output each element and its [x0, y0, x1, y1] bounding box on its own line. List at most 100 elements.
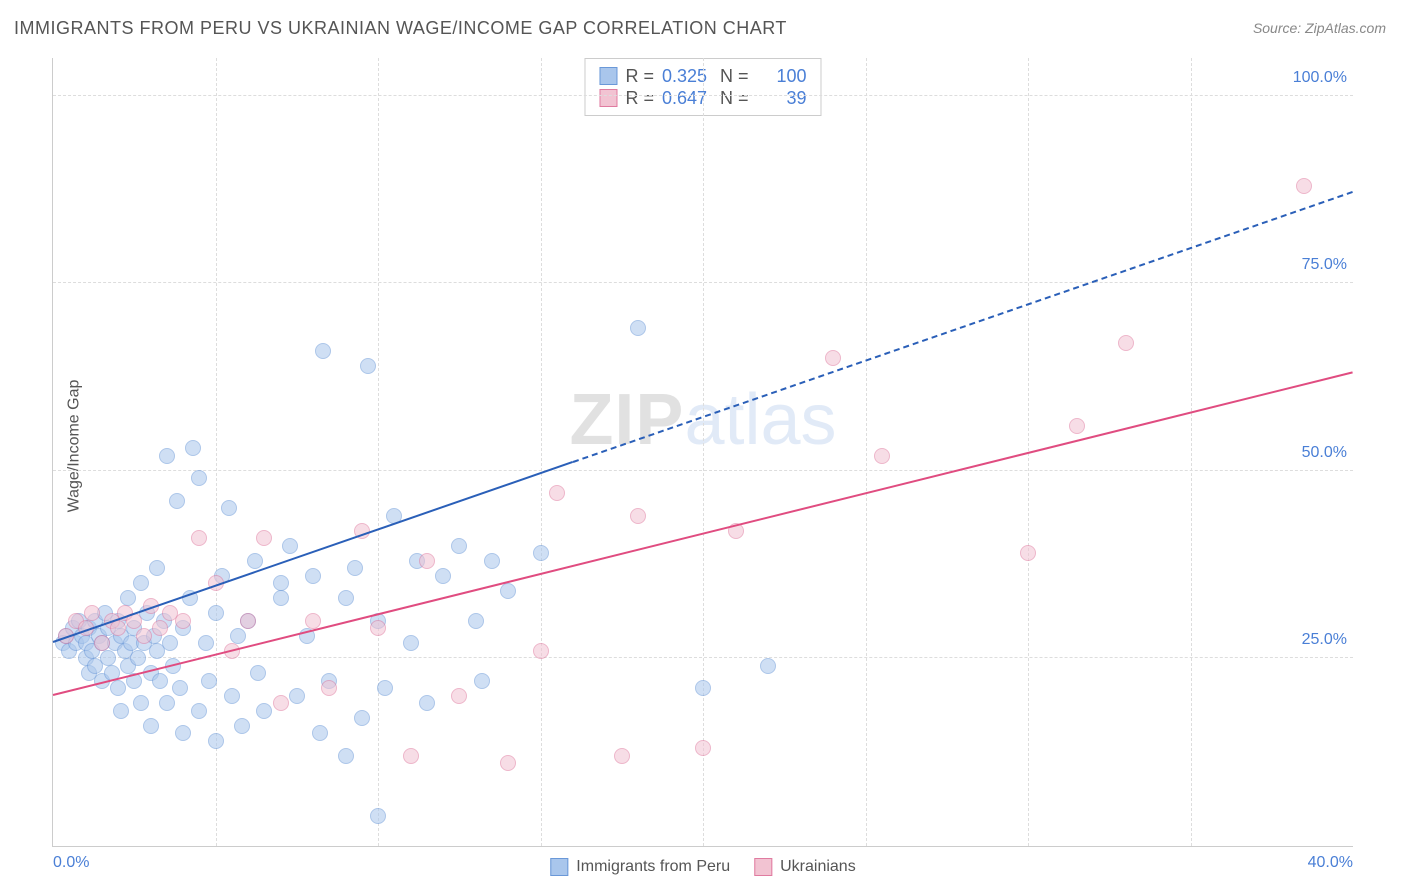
scatter-point [152, 620, 168, 636]
scatter-point [159, 448, 175, 464]
scatter-point [289, 688, 305, 704]
scatter-point [149, 560, 165, 576]
legend-n-label: N = [720, 87, 749, 109]
scatter-point [133, 575, 149, 591]
scatter-point [273, 695, 289, 711]
scatter-point [533, 643, 549, 659]
x-tick-label: 40.0% [1308, 854, 1353, 872]
scatter-point [185, 440, 201, 456]
y-tick-label: 50.0% [1302, 444, 1347, 462]
scatter-point [500, 755, 516, 771]
scatter-point [130, 650, 146, 666]
watermark-zip: ZIP [569, 380, 684, 460]
scatter-point [191, 703, 207, 719]
legend-r-label: R = [625, 87, 654, 109]
legend-n-label: N = [720, 65, 749, 87]
scatter-point [347, 560, 363, 576]
scatter-point [315, 343, 331, 359]
scatter-point [201, 673, 217, 689]
scatter-point [198, 635, 214, 651]
gridline-v [703, 58, 704, 846]
scatter-point [94, 635, 110, 651]
legend-series-name: Immigrants from Peru [576, 858, 730, 876]
y-tick-label: 75.0% [1302, 256, 1347, 274]
legend-swatch [599, 89, 617, 107]
scatter-point [533, 545, 549, 561]
scatter-point [152, 673, 168, 689]
legend-n-value: 39 [757, 87, 807, 109]
scatter-point [825, 350, 841, 366]
regression-line [573, 191, 1354, 463]
scatter-point [224, 688, 240, 704]
scatter-point [120, 590, 136, 606]
scatter-point [695, 680, 711, 696]
scatter-point [500, 583, 516, 599]
scatter-point [419, 695, 435, 711]
gridline-v [866, 58, 867, 846]
chart-title: IMMIGRANTS FROM PERU VS UKRAINIAN WAGE/I… [14, 18, 787, 39]
scatter-point [1020, 545, 1036, 561]
gridline-v [1191, 58, 1192, 846]
scatter-plot-area: ZIPatlas R =0.325N =100R =0.647N =39 Imm… [52, 58, 1353, 847]
scatter-point [84, 605, 100, 621]
scatter-point [1118, 335, 1134, 351]
scatter-point [760, 658, 776, 674]
scatter-point [419, 553, 435, 569]
source-attribution: Source: ZipAtlas.com [1253, 20, 1386, 36]
scatter-point [273, 575, 289, 591]
scatter-point [175, 613, 191, 629]
scatter-point [234, 718, 250, 734]
scatter-point [338, 590, 354, 606]
scatter-point [230, 628, 246, 644]
scatter-point [162, 635, 178, 651]
scatter-point [256, 703, 272, 719]
scatter-point [250, 665, 266, 681]
scatter-point [549, 485, 565, 501]
legend-item: Immigrants from Peru [550, 858, 730, 876]
scatter-point [221, 500, 237, 516]
legend-item: Ukrainians [754, 858, 856, 876]
scatter-point [695, 740, 711, 756]
scatter-point [247, 553, 263, 569]
scatter-point [312, 725, 328, 741]
scatter-point [240, 613, 256, 629]
scatter-point [282, 538, 298, 554]
scatter-point [273, 590, 289, 606]
legend-r-value: 0.325 [662, 65, 712, 87]
legend-series-name: Ukrainians [780, 858, 856, 876]
scatter-point [338, 748, 354, 764]
gridline-v [378, 58, 379, 846]
scatter-point [1069, 418, 1085, 434]
scatter-point [1296, 178, 1312, 194]
scatter-point [110, 620, 126, 636]
scatter-point [630, 508, 646, 524]
gridline-v [541, 58, 542, 846]
scatter-point [451, 538, 467, 554]
scatter-point [100, 650, 116, 666]
y-tick-label: 100.0% [1293, 69, 1347, 87]
scatter-point [377, 680, 393, 696]
scatter-point [403, 748, 419, 764]
scatter-point [169, 493, 185, 509]
scatter-point [305, 568, 321, 584]
scatter-point [403, 635, 419, 651]
legend-swatch [599, 67, 617, 85]
scatter-point [451, 688, 467, 704]
series-legend: Immigrants from Peru Ukrainians [550, 858, 855, 876]
scatter-point [191, 470, 207, 486]
scatter-point [133, 695, 149, 711]
scatter-point [370, 620, 386, 636]
watermark-atlas: atlas [684, 380, 836, 460]
scatter-point [305, 613, 321, 629]
scatter-point [191, 530, 207, 546]
scatter-point [630, 320, 646, 336]
gridline-v [216, 58, 217, 846]
scatter-point [113, 703, 129, 719]
scatter-point [484, 553, 500, 569]
legend-swatch [754, 858, 772, 876]
scatter-point [208, 605, 224, 621]
scatter-point [468, 613, 484, 629]
scatter-point [435, 568, 451, 584]
legend-r-label: R = [625, 65, 654, 87]
x-tick-label: 0.0% [53, 854, 89, 872]
